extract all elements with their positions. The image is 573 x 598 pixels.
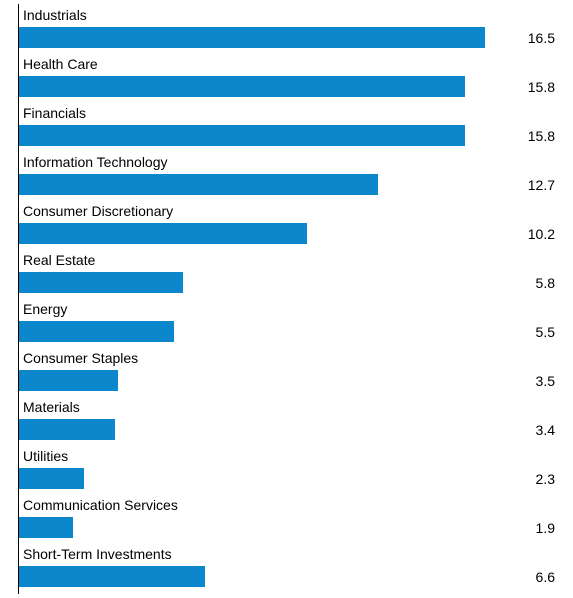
category-label: Communication Services — [19, 494, 555, 517]
bar-row: Utilities 2.3 — [18, 445, 555, 494]
bar — [19, 272, 183, 293]
category-label: Financials — [19, 102, 555, 125]
value-label: 5.8 — [536, 276, 555, 290]
bar-row: Industrials 16.5 — [18, 4, 555, 53]
bar — [19, 370, 118, 391]
bar-row: Financials 15.8 — [18, 102, 555, 151]
category-label: Consumer Staples — [19, 347, 555, 370]
category-label: Health Care — [19, 53, 555, 76]
value-label: 15.8 — [528, 129, 555, 143]
bar-row: Materials 3.4 — [18, 396, 555, 445]
category-label: Energy — [19, 298, 555, 321]
bar — [19, 76, 465, 97]
bar-row: Information Technology 12.7 — [18, 151, 555, 200]
bar-track: 10.2 — [19, 223, 555, 244]
category-label: Consumer Discretionary — [19, 200, 555, 223]
bar — [19, 321, 174, 342]
category-label: Short-Term Investments — [19, 543, 555, 566]
bar-row: Consumer Discretionary 10.2 — [18, 200, 555, 249]
category-label: Information Technology — [19, 151, 555, 174]
bar-row: Real Estate 5.8 — [18, 249, 555, 298]
value-label: 3.4 — [536, 423, 555, 437]
bar-track: 15.8 — [19, 125, 555, 146]
bar — [19, 468, 84, 489]
bar — [19, 125, 465, 146]
bar-row: Communication Services 1.9 — [18, 494, 555, 543]
category-label: Real Estate — [19, 249, 555, 272]
value-label: 10.2 — [528, 227, 555, 241]
value-label: 1.9 — [536, 521, 555, 535]
bar — [19, 419, 115, 440]
value-label: 5.5 — [536, 325, 555, 339]
bar-row: Consumer Staples 3.5 — [18, 347, 555, 396]
bar-track: 2.3 — [19, 468, 555, 489]
bar-track: 12.7 — [19, 174, 555, 195]
bar-track: 5.8 — [19, 272, 555, 293]
bar-row: Health Care 15.8 — [18, 53, 555, 102]
bar — [19, 174, 378, 195]
category-label: Industrials — [19, 4, 555, 27]
value-label: 15.8 — [528, 80, 555, 94]
bar — [19, 517, 73, 538]
value-label: 16.5 — [528, 31, 555, 45]
category-label: Materials — [19, 396, 555, 419]
bar-track: 5.5 — [19, 321, 555, 342]
value-label: 12.7 — [528, 178, 555, 192]
bar — [19, 27, 485, 48]
bar-track: 3.4 — [19, 419, 555, 440]
value-label: 3.5 — [536, 374, 555, 388]
bar-row: Energy 5.5 — [18, 298, 555, 347]
value-label: 2.3 — [536, 472, 555, 486]
bar-track: 1.9 — [19, 517, 555, 538]
bar-track: 15.8 — [19, 76, 555, 97]
bar-track: 6.6 — [19, 566, 555, 587]
value-label: 6.6 — [536, 570, 555, 584]
bar-track: 16.5 — [19, 27, 555, 48]
category-label: Utilities — [19, 445, 555, 468]
bar-row: Short-Term Investments 6.6 — [18, 543, 555, 592]
bar — [19, 223, 307, 244]
sector-allocation-bar-chart: Industrials16.5Health Care15.8Financials… — [0, 0, 573, 598]
bar-track: 3.5 — [19, 370, 555, 391]
bar — [19, 566, 205, 587]
